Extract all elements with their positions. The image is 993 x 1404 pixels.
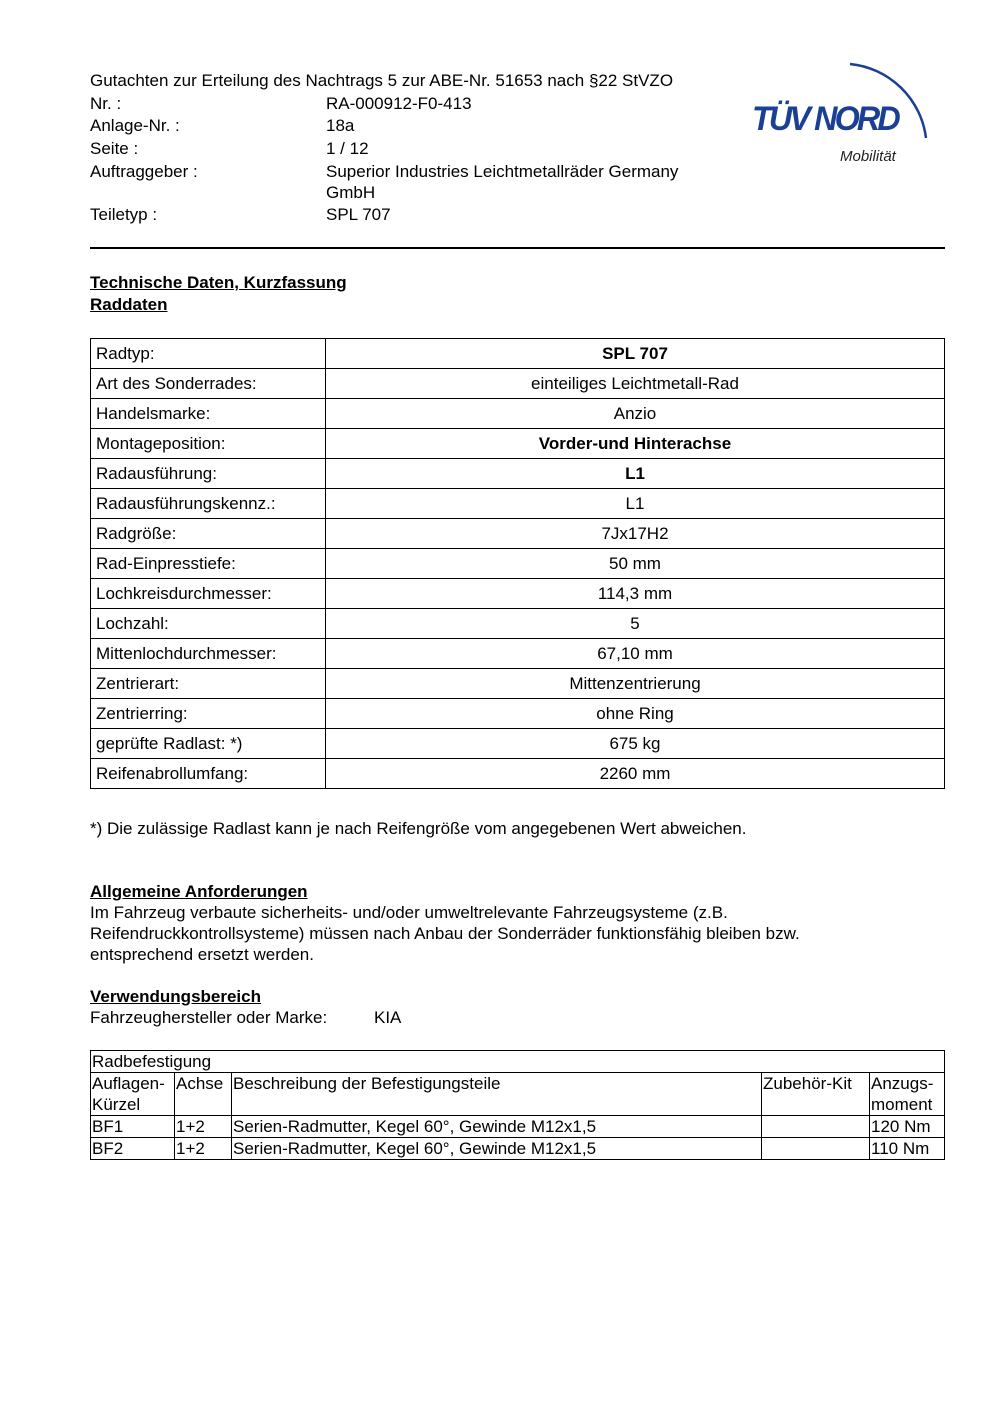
allgemein-text-line: Im Fahrzeug verbaute sicherheits- und/od… — [90, 903, 728, 922]
cell: BF2 — [90, 1137, 175, 1160]
cell: 110 Nm — [869, 1137, 945, 1160]
hersteller-value: KIA — [374, 1008, 402, 1027]
row-label: geprüfte Radlast: *) — [90, 728, 326, 759]
hersteller-label: Fahrzeughersteller oder Marke: — [90, 1008, 328, 1027]
table-header-row: Auflagen- Kürzel Achse Beschreibung der B… — [90, 1072, 945, 1116]
table-title-row: Radbefestigung — [90, 1050, 945, 1073]
field-value: 1 / 12 — [326, 139, 369, 158]
table-row: Reifenabrollumfang: 2260 mm — [90, 758, 945, 789]
logo-text: TÜV NORD — [752, 100, 901, 138]
table-row: Zentrierring: ohne Ring — [90, 698, 945, 729]
field-label: Anlage-Nr. : — [90, 116, 180, 135]
header-line: Anzugs- — [871, 1074, 934, 1093]
row-value: 5 — [325, 608, 945, 639]
section-subheading: Raddaten — [90, 295, 168, 314]
table-row: Art des Sonderrades: einteiliges Leichtme… — [90, 368, 945, 399]
field-value: Superior Industries Leichtmetallräder Ge… — [326, 162, 679, 181]
field-value: SPL 707 — [326, 205, 391, 224]
row-value: 2260 mm — [325, 758, 945, 789]
row-value: Mittenzentrierung — [325, 668, 945, 699]
table-row: Zentrierart: Mittenzentrierung — [90, 668, 945, 699]
col-header-beschreibung: Beschreibung der Befestigungsteile — [231, 1072, 762, 1116]
row-label: Radgröße: — [90, 518, 326, 549]
field-value: 18a — [326, 116, 355, 135]
row-value: 114,3 mm — [325, 578, 945, 609]
row-label: Radausführung: — [90, 458, 326, 489]
row-label: Zentrierart: — [90, 668, 326, 699]
footnote: *) Die zulässige Radlast kann je nach Re… — [90, 819, 747, 838]
header-line: Auflagen- — [92, 1074, 165, 1093]
document-title: Gutachten zur Erteilung des Nachtrags 5 … — [90, 71, 674, 90]
row-label: Zentrierring: — [90, 698, 326, 729]
row-label: Radausführungskennz.: — [90, 488, 326, 519]
row-value: 67,10 mm — [325, 638, 945, 669]
logo-arc-icon — [849, 62, 928, 139]
allgemein-text-line: entsprechend ersetzt werden. — [90, 945, 314, 964]
table-row: Montageposition: Vorder-und Hinterachse — [90, 428, 945, 459]
cell — [761, 1115, 870, 1138]
row-label: Montageposition: — [90, 428, 326, 459]
col-header-kuerzel: Auflagen- Kürzel — [90, 1072, 175, 1116]
field-label: Seite : — [90, 139, 139, 158]
cell: BF1 — [90, 1115, 175, 1138]
table-row: Handelsmarke: Anzio — [90, 398, 945, 429]
cell: Serien-Radmutter, Kegel 60°, Gewinde M12… — [231, 1137, 762, 1160]
field-label: Teiletyp : — [90, 205, 158, 224]
col-header-zubehoer: Zubehör-Kit — [761, 1072, 870, 1116]
cell: 1+2 — [174, 1137, 232, 1160]
cell — [761, 1137, 870, 1160]
table-row: Radgröße: 7Jx17H2 — [90, 518, 945, 549]
verwendung-heading: Verwendungsbereich — [90, 987, 261, 1006]
row-value: ohne Ring — [325, 698, 945, 729]
table-row: Lochzahl: 5 — [90, 608, 945, 639]
row-value: Vorder-und Hinterachse — [325, 428, 945, 459]
table-row: Radausführungskennz.: L1 — [90, 488, 945, 519]
row-value: SPL 707 — [325, 338, 945, 369]
logo-subtitle: Mobilität — [840, 148, 896, 165]
row-label: Lochzahl: — [90, 608, 326, 639]
row-value: 50 mm — [325, 548, 945, 579]
section-heading: Technische Daten, Kurzfassung — [90, 273, 347, 292]
col-header-achse: Achse — [174, 1072, 232, 1116]
row-label: Handelsmarke: — [90, 398, 326, 429]
table-row: geprüfte Radlast: *) 675 kg — [90, 728, 945, 759]
row-label: Reifenabrollumfang: — [90, 758, 326, 789]
cell: 1+2 — [174, 1115, 232, 1138]
cell: Serien-Radmutter, Kegel 60°, Gewinde M12… — [231, 1115, 762, 1138]
table-title: Radbefestigung — [90, 1050, 945, 1073]
table-row: Radtyp: SPL 707 — [90, 338, 945, 369]
row-value: Anzio — [325, 398, 945, 429]
tuv-nord-logo: TÜV NORD Mobilität — [748, 46, 948, 176]
row-value: L1 — [325, 458, 945, 489]
row-label: Rad-Einpresstiefe: — [90, 548, 326, 579]
col-header-anzugsmoment: Anzugs-moment — [869, 1072, 945, 1116]
row-label: Radtyp: — [90, 338, 326, 369]
header-line: Kürzel — [92, 1095, 141, 1114]
row-label: Art des Sonderrades: — [90, 368, 326, 399]
table-row: BF2 1+2 Serien-Radmutter, Kegel 60°, Gew… — [90, 1137, 945, 1160]
allgemein-text-line: Reifendruckkontrollsysteme) müssen nach … — [90, 924, 800, 943]
cell: 120 Nm — [869, 1115, 945, 1138]
field-value-cont: GmbH — [326, 183, 376, 202]
row-label: Lochkreisdurchmesser: — [90, 578, 326, 609]
table-row: Lochkreisdurchmesser: 114,3 mm — [90, 578, 945, 609]
raddaten-table: Radtyp: SPL 707 Art des Sonderrades: eintei… — [90, 338, 945, 789]
table-row: Radausführung: L1 — [90, 458, 945, 489]
divider — [90, 247, 945, 249]
field-value: RA-000912-F0-413 — [326, 94, 472, 113]
table-row: BF1 1+2 Serien-Radmutter, Kegel 60°, Gew… — [90, 1115, 945, 1138]
row-label: Mittenlochdurchmesser: — [90, 638, 326, 669]
row-value: einteiliges Leichtmetall-Rad — [325, 368, 945, 399]
allgemein-heading: Allgemeine Anforderungen — [90, 882, 308, 901]
field-label: Auftraggeber : — [90, 162, 198, 181]
field-label: Nr. : — [90, 94, 122, 113]
row-value: L1 — [325, 488, 945, 519]
table-row: Mittenlochdurchmesser: 67,10 mm — [90, 638, 945, 669]
table-row: Rad-Einpresstiefe: 50 mm — [90, 548, 945, 579]
row-value: 7Jx17H2 — [325, 518, 945, 549]
header-line: moment — [871, 1095, 933, 1114]
radbefestigung-table: Radbefestigung Auflagen- Kürzel Achse Bes… — [90, 1050, 945, 1160]
row-value: 675 kg — [325, 728, 945, 759]
